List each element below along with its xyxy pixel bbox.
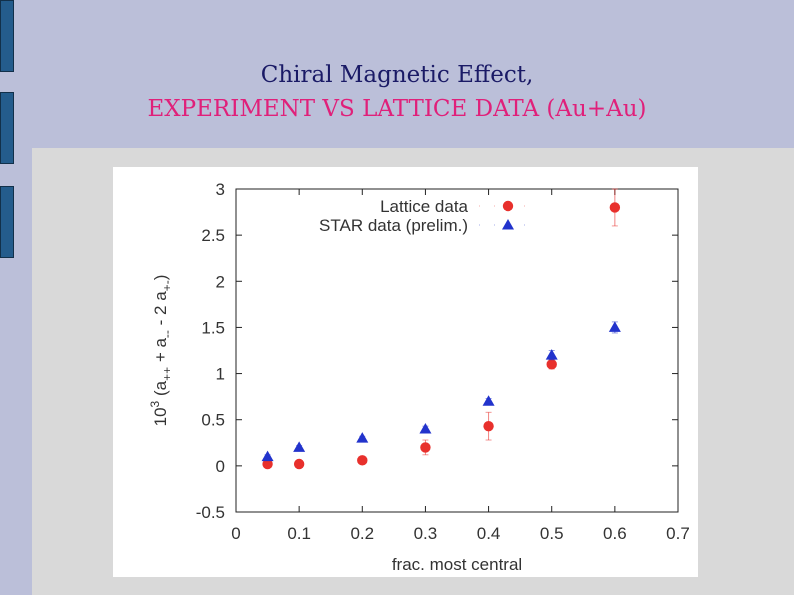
scatter-chart: -0.5 0 0.5 1 1.5 2 2.5 3 0 0.1 0.2 0.3 0.4 0.5 0.6 0.7 f… — [113, 167, 698, 577]
legend-label-1: STAR data (prelim.) — [319, 216, 468, 235]
x-tick-label-7: 0.7 — [666, 524, 690, 543]
chart-svg: -0.5 0 0.5 1 1.5 2 2.5 3 0 0.1 0.2 0.3 0.4 0.5 0.6 0.7 f… — [148, 180, 690, 574]
data-point-s0-p3 — [420, 442, 431, 453]
data-point-s1-p0 — [261, 450, 274, 462]
data-point-s1-p6 — [608, 321, 621, 332]
x-tick-label-5: 0.5 — [540, 524, 564, 543]
data-point-s1-p4 — [482, 395, 495, 406]
sidebar-bar-3 — [0, 186, 14, 258]
x-tick-label-0: 0 — [231, 524, 240, 543]
slide-title-line-2: EXPERIMENT VS LATTICE DATA (Au+Au) — [147, 96, 647, 122]
slide-title-line-1: Chiral Magnetic Effect, — [260, 62, 534, 88]
data-point-s0-p5 — [546, 359, 557, 370]
data-point-s1-p5 — [545, 349, 558, 360]
data-point-s1-p2 — [356, 432, 369, 443]
data-point-s0-p1 — [293, 458, 305, 470]
data-point-s0-p4 — [483, 420, 494, 432]
data-point-s1-p1 — [293, 441, 306, 452]
sidebar-bar-2 — [0, 92, 14, 164]
y-tick-label-2: 0.5 — [201, 411, 225, 430]
x-tick-label-4: 0.4 — [477, 524, 501, 543]
data-point-s1-p3 — [419, 422, 432, 434]
x-tick-label-6: 0.6 — [603, 524, 627, 543]
x-axis-label: frac. most central — [392, 555, 522, 574]
sidebar-bar-1 — [0, 0, 14, 72]
y-tick-label-1: 0 — [216, 457, 225, 476]
legend-label-0: Lattice data — [380, 197, 468, 216]
y-tick-label-7: 3 — [216, 180, 225, 199]
legend-marker-1 — [502, 219, 514, 230]
legend-marker-0 — [502, 200, 514, 212]
y-tick-label-0: -0.5 — [196, 503, 225, 522]
x-tick-label-3: 0.3 — [414, 524, 438, 543]
y-tick-label-6: 2.5 — [201, 226, 225, 245]
y-axis-label: 103 (a++ + a-- - 2 a+-) — [148, 275, 174, 427]
data-point-s0-p6 — [609, 202, 621, 213]
y-tick-label-3: 1 — [216, 365, 225, 384]
y-tick-label-5: 2 — [216, 272, 225, 291]
x-tick-label-1: 0.1 — [287, 524, 311, 543]
x-tick-label-2: 0.2 — [350, 524, 374, 543]
plot-frame — [235, 188, 679, 513]
y-tick-label-4: 1.5 — [201, 318, 225, 337]
data-point-s0-p2 — [357, 455, 368, 466]
data-point-s0-p0 — [262, 458, 273, 470]
